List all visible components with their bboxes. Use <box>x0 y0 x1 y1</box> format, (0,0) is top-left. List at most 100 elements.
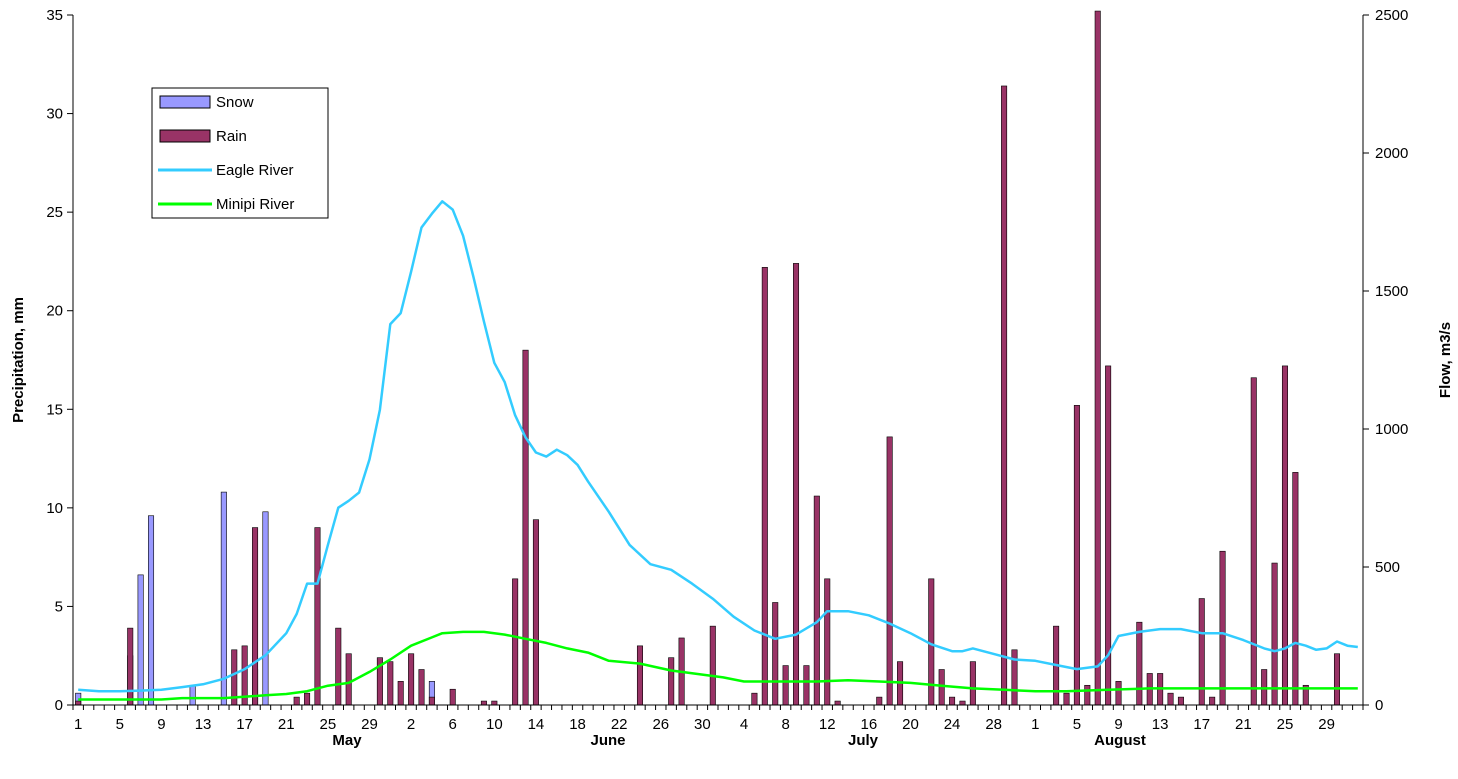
rain-bar <box>969 661 976 706</box>
rain-bar <box>803 665 810 706</box>
x-tick-label: 21 <box>278 716 295 733</box>
x-tick-label: 5 <box>1073 716 1081 733</box>
month-label-july: July <box>848 732 879 749</box>
snow-bar <box>148 515 155 706</box>
rain-bar <box>408 653 415 706</box>
rain-bar <box>1001 85 1008 706</box>
x-tick-label: 12 <box>819 716 836 733</box>
month-label-august: August <box>1094 732 1146 749</box>
rain-bar <box>938 669 945 706</box>
y-axis-title: Precipitation, mm <box>10 297 27 423</box>
snow-bar <box>189 684 196 706</box>
y-tick-label: 15 <box>46 401 63 418</box>
y-tick-label: 20 <box>46 303 63 320</box>
rain-bar <box>1115 681 1122 706</box>
legend-swatch-snow <box>159 95 211 109</box>
snow-bar <box>220 491 227 706</box>
rain-bar <box>793 263 800 706</box>
rain-bar <box>428 696 435 706</box>
legend-label-snow: Snow <box>216 94 254 111</box>
rain-bar <box>636 645 643 706</box>
y-tick-label: 30 <box>46 106 63 123</box>
rain-bar <box>1177 696 1184 706</box>
rain-bar <box>127 627 134 706</box>
legend-label-rain: Rain <box>216 128 247 145</box>
rain-bar <box>782 665 789 706</box>
x-tick-label: 1 <box>74 716 82 733</box>
rain-bar <box>1271 562 1278 706</box>
rain-bar <box>709 625 716 706</box>
x-tick-label: 1 <box>1031 716 1039 733</box>
rain-bar <box>1281 365 1288 706</box>
snow-bar <box>262 511 269 706</box>
legend-label-minipi: Minipi River <box>216 196 294 213</box>
rain-bar <box>1292 472 1299 706</box>
snow-bar <box>137 574 144 706</box>
legend-box <box>151 87 329 219</box>
rain-bar <box>1250 377 1257 706</box>
rain-bar <box>491 700 498 706</box>
x-tick-label: 29 <box>361 716 378 733</box>
x-tick-label: 6 <box>449 716 457 733</box>
x-tick-label: 16 <box>861 716 878 733</box>
y2-tick-label: 2000 <box>1375 145 1408 162</box>
eagle-river-line <box>78 200 1358 693</box>
y2-tick-label: 1500 <box>1375 283 1408 300</box>
rain-bar <box>304 692 311 706</box>
rain-bar <box>751 692 758 706</box>
x-tick-label: 25 <box>320 716 337 733</box>
x-tick-label: 25 <box>1277 716 1294 733</box>
rain-bar <box>532 519 539 706</box>
x-tick-label: 17 <box>1193 716 1210 733</box>
x-tick-label: 18 <box>569 716 586 733</box>
y-tick-label: 5 <box>55 598 63 615</box>
rain-bar <box>761 267 768 706</box>
rain-bar <box>75 700 82 706</box>
x-tick-label: 14 <box>528 716 545 733</box>
x-tick-label: 8 <box>781 716 789 733</box>
x-tick-label: 9 <box>1114 716 1122 733</box>
y2-tick-label: 0 <box>1375 697 1383 714</box>
y2-tick-label: 1000 <box>1375 421 1408 438</box>
rain-bar <box>335 627 342 706</box>
rain-bar <box>813 495 820 706</box>
x-tick-label: 13 <box>1152 716 1169 733</box>
month-label-may: May <box>332 732 362 749</box>
x-tick-label: 24 <box>944 716 961 733</box>
rain-bar <box>949 696 956 706</box>
rain-bar <box>1094 10 1101 706</box>
x-tick-label: 13 <box>195 716 212 733</box>
rain-bar <box>522 349 529 706</box>
x-tick-label: 26 <box>652 716 669 733</box>
rain-bar <box>1209 696 1216 706</box>
rain-bar <box>1063 692 1070 706</box>
y-tick-label: 0 <box>55 697 63 714</box>
minipi-river-line <box>78 630 1358 701</box>
y-tick-label: 10 <box>46 500 63 517</box>
x-tick-label: 21 <box>1235 716 1252 733</box>
rain-bar <box>1219 550 1226 706</box>
x-tick-label: 20 <box>902 716 919 733</box>
rain-bar <box>1073 405 1080 706</box>
x-tick-label: 22 <box>611 716 628 733</box>
x-tick-label: 10 <box>486 716 503 733</box>
rain-bar <box>772 602 779 706</box>
x-tick-label: 4 <box>740 716 748 733</box>
rain-bar <box>314 527 321 706</box>
legend: Snow Rain Eagle River Minipi River <box>151 87 329 219</box>
rain-bar <box>1084 684 1091 706</box>
x-tick-label: 30 <box>694 716 711 733</box>
rain-bar <box>512 578 519 706</box>
y2-axis-title: Flow, m3/s <box>1437 322 1454 398</box>
y-tick-label: 35 <box>46 7 63 24</box>
rain-bar <box>345 653 352 706</box>
rain-bar <box>1167 692 1174 706</box>
legend-swatch-rain <box>159 129 211 143</box>
rain-bar <box>293 696 300 706</box>
legend-label-eagle: Eagle River <box>216 162 294 179</box>
rain-bar <box>1136 621 1143 706</box>
rain-bar <box>418 669 425 706</box>
rain-bar <box>668 657 675 706</box>
